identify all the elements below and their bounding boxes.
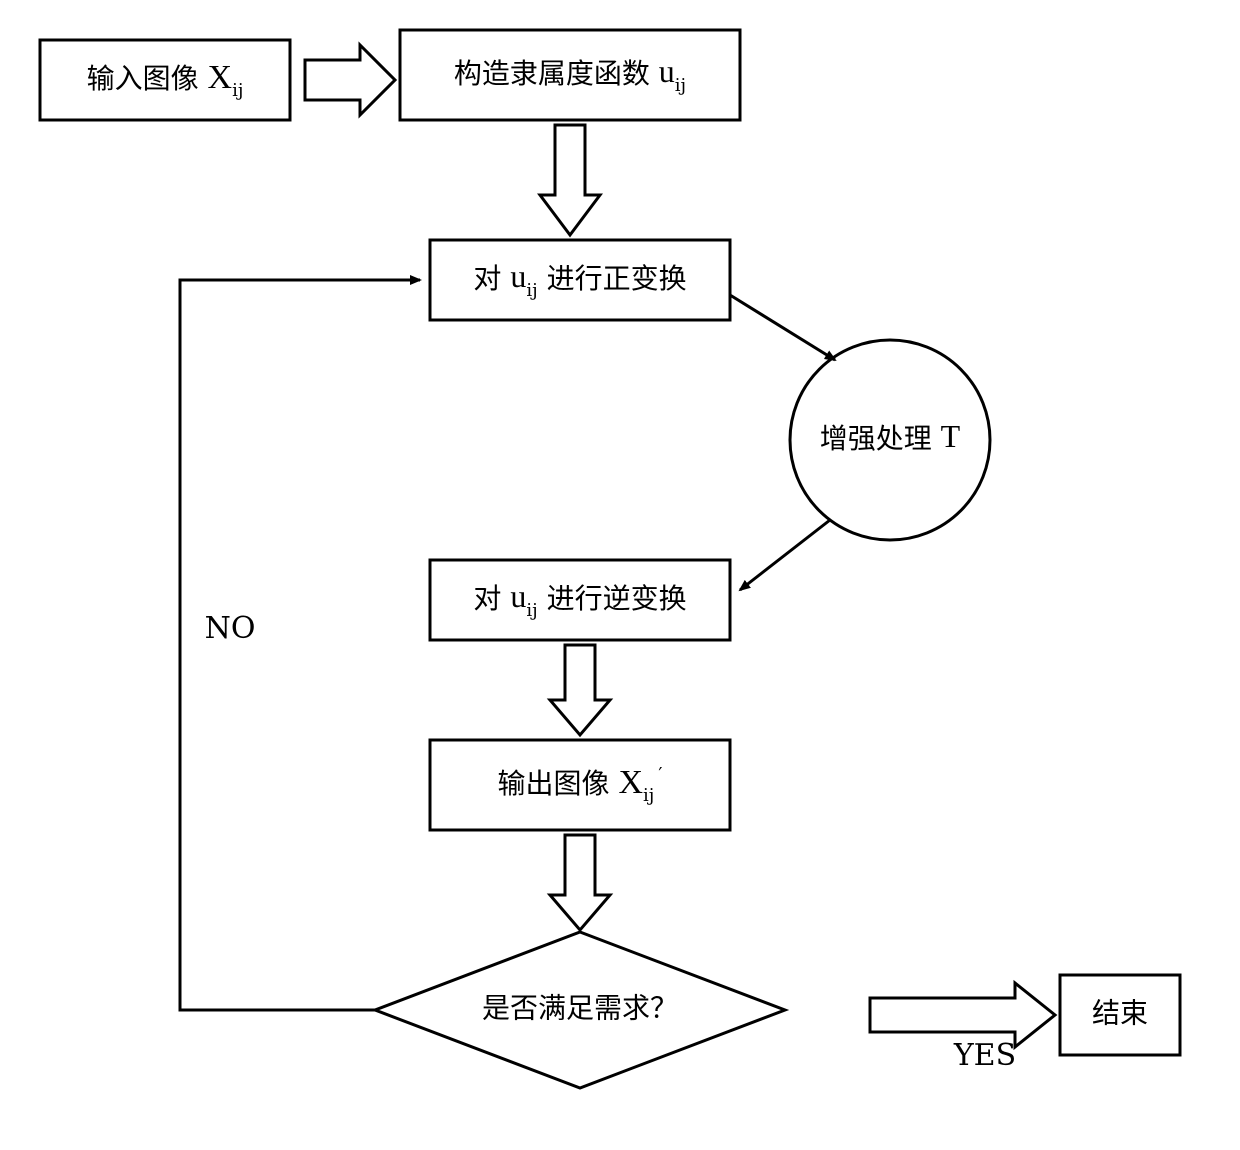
arrow-enhance-to-inverse: [740, 520, 830, 590]
node-input: 输入图像 Xij: [40, 40, 290, 120]
node-forward: 对 uij 进行正变换: [430, 240, 730, 320]
flowchart-canvas: 输入图像 Xij 构造隶属度函数 uij 对 uij 进行正变换 增强处理 T: [0, 0, 1240, 1150]
node-end-label: 结束: [1092, 997, 1148, 1030]
node-decision: 是否满足需求？: [375, 932, 785, 1088]
node-end: 结束: [1060, 975, 1180, 1055]
node-enhance-label: 增强处理 T: [820, 418, 961, 454]
node-inverse-label: 对 uij 进行逆变换: [473, 578, 686, 620]
node-output-label: 输出图像 Xij′: [498, 764, 663, 806]
label-no: NO: [205, 611, 256, 646]
node-forward-label: 对 uij 进行正变换: [473, 258, 686, 300]
arrow-membership-to-forward: [540, 125, 600, 235]
node-enhance: 增强处理 T: [790, 340, 990, 540]
arrow-input-to-membership: [305, 45, 395, 115]
node-input-label: 输入图像 Xij: [87, 59, 244, 101]
arrow-inverse-to-output: [550, 645, 610, 735]
arrow-forward-to-enhance: [730, 295, 835, 360]
node-inverse: 对 uij 进行逆变换: [430, 560, 730, 640]
arrow-output-to-decision: [550, 835, 610, 930]
node-membership: 构造隶属度函数 uij: [400, 30, 740, 120]
node-membership-label: 构造隶属度函数 uij: [454, 53, 686, 95]
label-yes: YES: [953, 1038, 1016, 1073]
node-output: 输出图像 Xij′: [430, 740, 730, 830]
node-decision-label: 是否满足需求？: [482, 992, 678, 1025]
